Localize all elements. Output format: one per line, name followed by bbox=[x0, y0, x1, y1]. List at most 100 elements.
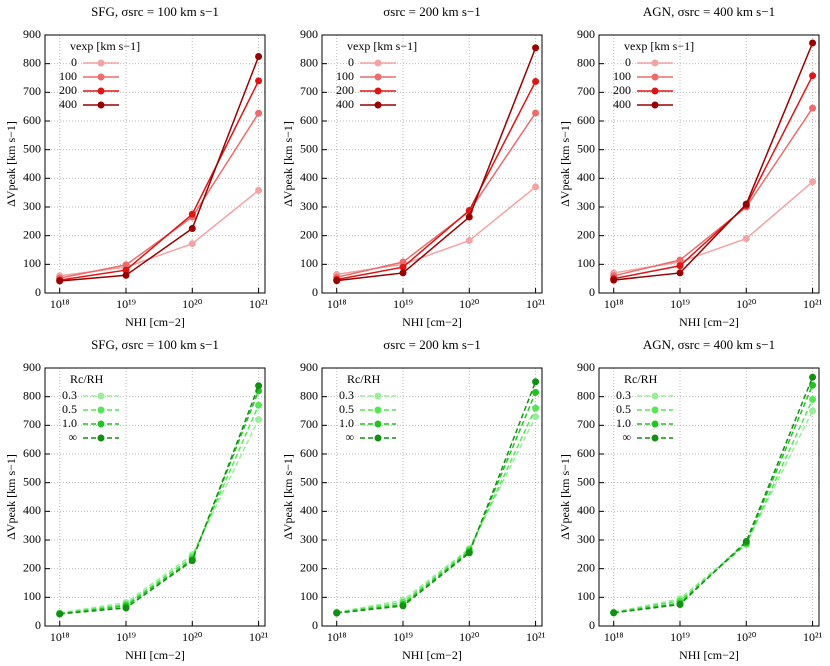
y-tick-label: 900 bbox=[23, 27, 41, 41]
y-tick-label: 700 bbox=[577, 84, 595, 98]
plot-frame bbox=[598, 34, 820, 294]
data-point bbox=[255, 416, 263, 424]
data-point bbox=[188, 557, 196, 565]
y-tick-label: 700 bbox=[300, 84, 318, 98]
legend-marker bbox=[97, 87, 105, 95]
subplot: AGN, σsrc = 400 km s−1010020030040050060… bbox=[558, 4, 823, 329]
legend-marker bbox=[97, 392, 105, 400]
legend-marker bbox=[97, 101, 105, 109]
subplot: SFG, σsrc = 100 km s−1 0 100 200 300 400 500 60… bbox=[4, 337, 269, 662]
y-tick-label: 400 bbox=[300, 170, 318, 184]
y-tick-label: 300 bbox=[23, 199, 41, 213]
data-point bbox=[122, 271, 130, 279]
x-tick-label: 10¹⁹ bbox=[670, 630, 690, 644]
y-tick-label: 0 bbox=[312, 618, 318, 632]
data-point bbox=[188, 210, 196, 218]
chart-title: σsrc = 200 km s−1 bbox=[383, 337, 481, 352]
series-line bbox=[336, 407, 537, 614]
y-tick-label: 200 bbox=[577, 560, 595, 574]
data-point bbox=[809, 178, 817, 186]
series-line bbox=[613, 410, 814, 613]
data-point bbox=[255, 109, 263, 117]
legend-title: Rc/RH bbox=[70, 372, 104, 386]
data-point bbox=[742, 200, 750, 208]
data-point bbox=[255, 53, 263, 60]
y-tick-label: 800 bbox=[23, 55, 41, 69]
legend-label: 0.3 bbox=[62, 388, 77, 402]
legend-label: 100 bbox=[336, 69, 354, 83]
y-tick-label: 300 bbox=[577, 199, 595, 213]
x-tick-label: 10²⁰ bbox=[459, 297, 480, 311]
data-point bbox=[742, 537, 750, 545]
legend-marker bbox=[97, 434, 105, 442]
legend-marker bbox=[374, 59, 382, 67]
legend-title: vexp [km s−1] bbox=[624, 39, 694, 53]
legend-marker bbox=[651, 101, 659, 109]
x-tick-label: 10¹⁹ bbox=[116, 297, 136, 311]
legend-marker bbox=[97, 420, 105, 428]
series-line bbox=[59, 80, 260, 281]
y-tick-label: 200 bbox=[23, 560, 41, 574]
data-point bbox=[465, 213, 473, 221]
y-tick-label: 500 bbox=[300, 141, 318, 155]
legend-title: Rc/RH bbox=[347, 372, 381, 386]
legend-label: 0 bbox=[625, 55, 631, 69]
legend-label: 1.0 bbox=[616, 416, 631, 430]
x-tick-label: 10²⁰ bbox=[736, 297, 757, 311]
series-line bbox=[59, 385, 260, 615]
subplot: σsrc = 200 km s−1 0 100 200 300 400 500 600 700 8… bbox=[281, 337, 546, 662]
y-tick-label: 800 bbox=[23, 388, 41, 402]
y-tick-label: 600 bbox=[300, 113, 318, 127]
legend-label: 400 bbox=[59, 97, 77, 111]
legend-title: vexp [km s−1] bbox=[347, 39, 417, 53]
data-point bbox=[742, 235, 750, 243]
series-line bbox=[336, 112, 537, 278]
y-tick-label: 100 bbox=[300, 256, 318, 270]
legend-marker bbox=[651, 59, 659, 67]
x-tick-label: 10²¹ bbox=[803, 297, 823, 311]
data-point bbox=[399, 263, 407, 271]
legend-label: ∞ bbox=[622, 430, 631, 444]
y-tick-label: 0 bbox=[35, 618, 41, 632]
x-tick-label: 10¹⁹ bbox=[393, 297, 413, 311]
legend-label: ∞ bbox=[68, 430, 77, 444]
y-tick-label: 700 bbox=[300, 417, 318, 431]
x-tick-label: 10²¹ bbox=[526, 630, 546, 644]
y-axis-label: ΔVpeak [km s−1] bbox=[558, 454, 572, 540]
data-point bbox=[809, 396, 817, 404]
legend-label: 100 bbox=[59, 69, 77, 83]
legend-label: ∞ bbox=[345, 430, 354, 444]
data-point bbox=[255, 382, 263, 390]
y-tick-label: 400 bbox=[23, 170, 41, 184]
y-tick-label: 0 bbox=[589, 285, 595, 299]
data-point bbox=[532, 183, 540, 191]
series-line bbox=[59, 112, 260, 279]
data-point bbox=[255, 186, 263, 194]
legend-marker bbox=[374, 73, 382, 81]
data-point bbox=[809, 104, 817, 112]
legend-label: 1.0 bbox=[339, 416, 354, 430]
y-tick-label: 0 bbox=[589, 618, 595, 632]
x-tick-label: 10²⁰ bbox=[736, 630, 757, 644]
x-axis-label: NHI [cm−2] bbox=[402, 315, 462, 329]
data-point bbox=[56, 277, 64, 285]
data-point bbox=[255, 77, 263, 85]
series-line bbox=[613, 75, 814, 280]
y-tick-label: 700 bbox=[23, 417, 41, 431]
legend-label: 200 bbox=[59, 83, 77, 97]
y-tick-label: 200 bbox=[300, 227, 318, 241]
chart-title: SFG, σsrc = 100 km s−1 bbox=[91, 4, 219, 19]
x-axis-label: NHI [cm−2] bbox=[402, 648, 462, 662]
data-point bbox=[122, 266, 130, 274]
legend-label: 400 bbox=[336, 97, 354, 111]
y-tick-label: 200 bbox=[300, 560, 318, 574]
data-point bbox=[532, 109, 540, 117]
x-tick-label: 10²¹ bbox=[249, 297, 269, 311]
legend-marker bbox=[651, 406, 659, 414]
data-point bbox=[809, 407, 817, 415]
legend-marker bbox=[374, 406, 382, 414]
data-point bbox=[676, 256, 684, 264]
y-tick-label: 100 bbox=[577, 589, 595, 603]
y-tick-label: 400 bbox=[23, 503, 41, 517]
y-axis-label: ΔVpeak [km s−1] bbox=[281, 121, 295, 207]
